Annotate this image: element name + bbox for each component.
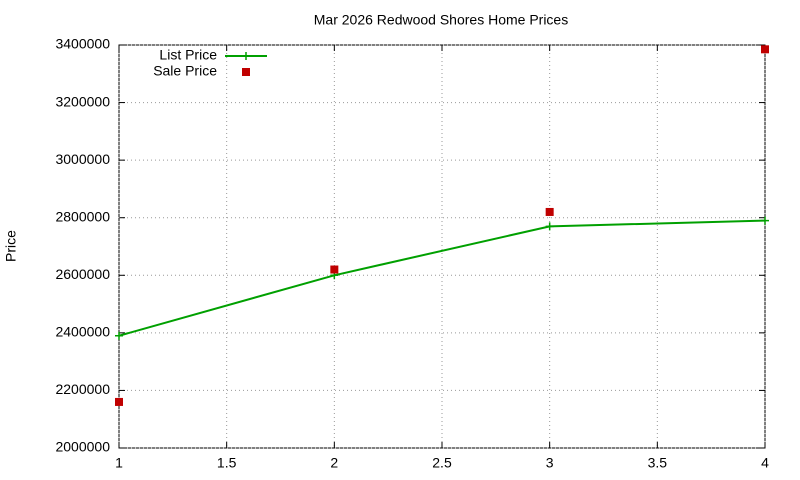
point-marker [761,216,769,225]
x-tick-label: 4 [761,455,769,471]
x-tick-label: 3.5 [648,455,668,471]
y-tick-label: 3000000 [55,151,110,167]
x-tick-label: 1 [115,455,123,471]
y-tick-label: 2200000 [55,381,110,397]
y-axis-label: Price [3,230,19,262]
x-tick-label: 2 [330,455,338,471]
legend-swatch [242,52,250,60]
point-marker [115,397,123,406]
point-marker [545,207,554,216]
point-marker [545,222,554,231]
point-marker [761,45,769,54]
y-tick-label: 3200000 [55,93,110,109]
x-tick-label: 2.5 [432,455,452,471]
point-marker [330,265,339,274]
x-tick-label: 1.5 [217,455,237,471]
y-tick-label: 2400000 [55,324,110,340]
y-tick-label: 2000000 [55,439,110,455]
y-tick-label: 3400000 [55,36,110,52]
legend-swatch [242,68,250,76]
legend-label: List Price [159,47,217,63]
chart-title: Mar 2026 Redwood Shores Home Prices [314,12,568,28]
x-tick-label: 3 [546,455,554,471]
y-tick-label: 2600000 [55,266,110,282]
series-line [118,219,766,337]
y-tick-label: 2800000 [55,208,110,224]
legend-label: Sale Price [153,63,217,79]
point-marker [115,331,123,340]
